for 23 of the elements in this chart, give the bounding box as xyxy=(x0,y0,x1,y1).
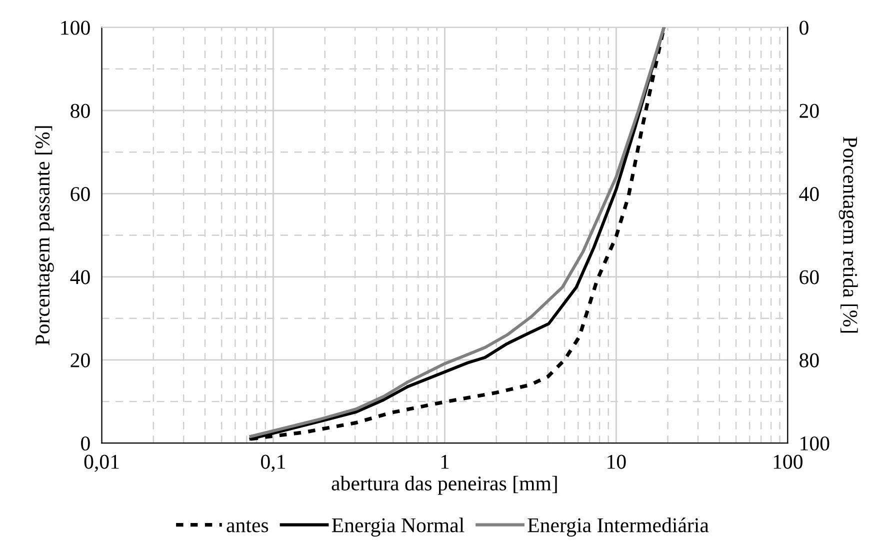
y2-tick-label: 100 xyxy=(800,436,830,451)
x-tick-label: 0,01 xyxy=(84,454,119,472)
y2-tick-label: 40 xyxy=(799,187,819,202)
y-tick-label: 0 xyxy=(81,436,90,451)
x-tick-label: 10 xyxy=(608,454,626,469)
y2-tick-label: 80 xyxy=(800,353,819,368)
y-axis-title: Porcentagem passante [%] xyxy=(34,126,54,346)
x-tick-label: 1 xyxy=(441,454,449,469)
y-tick-label: 40 xyxy=(70,270,90,284)
y2-tick-label: 0 xyxy=(800,20,808,35)
y-tick-label: 80 xyxy=(70,104,90,118)
x-tick-label: 0,1 xyxy=(261,454,286,472)
y-tick-label: 60 xyxy=(70,187,90,202)
legend-label: Energia Normal xyxy=(332,518,464,537)
x-tick-label: 100 xyxy=(774,454,802,469)
legend-label: Energia Intermediária xyxy=(528,518,709,537)
legend-label: antes xyxy=(226,520,268,532)
y2-tick-label: 20 xyxy=(800,104,819,118)
y-tick-label: 100 xyxy=(61,20,90,35)
y2-tick-label: 60 xyxy=(800,270,819,284)
y-tick-label: 20 xyxy=(70,353,90,368)
y2-axis-title: Porcentagem retida [%] xyxy=(838,136,858,333)
x-axis-title: abertura das peneiras [mm] xyxy=(332,476,557,495)
